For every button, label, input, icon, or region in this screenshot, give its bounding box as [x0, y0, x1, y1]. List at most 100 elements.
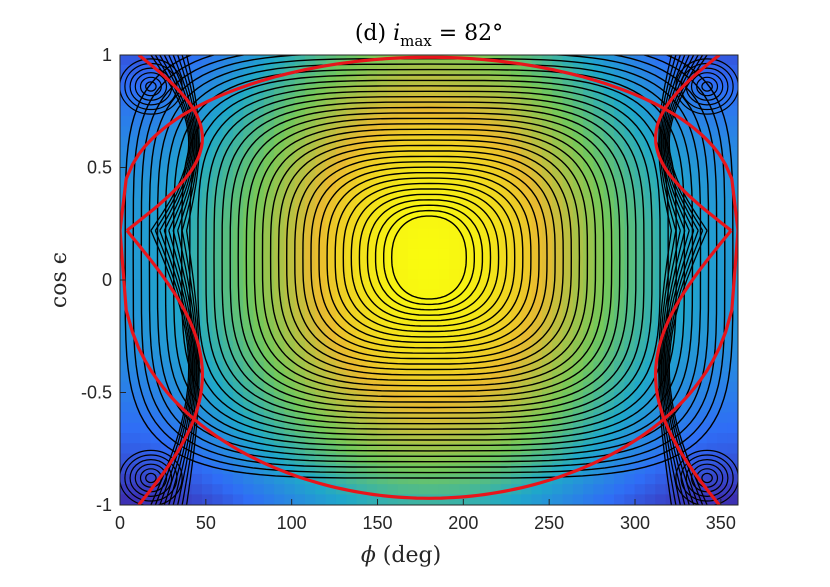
heat-cell — [232, 463, 244, 475]
heat-cell — [171, 412, 183, 424]
heat-cell — [644, 55, 656, 66]
heat-cell — [160, 218, 172, 230]
heat-cell — [593, 146, 605, 158]
heat-cell — [243, 289, 255, 301]
heat-cell — [284, 371, 296, 383]
heat-cell — [541, 494, 553, 505]
heat-cell — [727, 412, 738, 424]
heat-cell — [552, 146, 564, 158]
heat-cell — [459, 351, 471, 363]
heat-cell — [644, 351, 656, 363]
heat-cell — [356, 136, 368, 148]
heat-cell — [212, 412, 224, 424]
contour-line — [221, 101, 637, 414]
heat-cell — [181, 238, 193, 250]
contour-line — [145, 472, 157, 484]
heat-cell — [387, 320, 399, 332]
heat-cell — [562, 208, 574, 220]
heat-cell — [140, 187, 152, 199]
heat-cell — [480, 443, 492, 455]
heat-cell — [263, 85, 275, 97]
heat-cell — [686, 238, 698, 250]
heat-cell — [120, 340, 131, 352]
contour-line — [237, 112, 621, 403]
heat-cell — [500, 105, 512, 117]
heat-cell — [408, 177, 420, 189]
heat-cell — [418, 187, 430, 199]
heat-cell — [562, 75, 574, 87]
heat-cell — [294, 392, 306, 404]
heat-cell — [583, 269, 595, 281]
heat-cell — [346, 392, 358, 404]
heat-cell — [160, 146, 172, 158]
heat-cell — [624, 64, 636, 76]
heat-cell — [696, 167, 708, 179]
heat-cell — [191, 453, 203, 465]
heat-cell — [706, 340, 718, 352]
heat-cell — [521, 453, 533, 465]
heat-cell — [603, 392, 615, 404]
heat-cell — [675, 55, 687, 66]
heat-cell — [572, 248, 584, 260]
heat-cell — [315, 85, 327, 97]
heat-cell — [717, 289, 729, 301]
y-tick-label: 0.5 — [87, 158, 112, 178]
heat-cell — [675, 494, 687, 505]
heat-cell — [706, 392, 718, 404]
heat-cell — [531, 136, 543, 148]
heat-cell — [511, 146, 523, 158]
heat-cell — [140, 371, 152, 383]
heat-cell — [140, 381, 152, 393]
heat-cell — [274, 64, 286, 76]
heat-cell — [500, 433, 512, 445]
heat-cell — [346, 473, 358, 485]
heat-cell — [222, 453, 234, 465]
heat-cell — [572, 361, 584, 373]
heat-cell — [562, 105, 574, 117]
heat-cell — [603, 136, 615, 148]
heat-cell — [120, 361, 131, 373]
heat-cell — [634, 289, 646, 301]
heat-cell — [624, 300, 636, 312]
heat-cell — [655, 463, 667, 475]
heat-cell — [171, 177, 183, 189]
heat-cell — [397, 126, 409, 138]
heat-cell — [418, 208, 430, 220]
heat-cell — [160, 136, 172, 148]
heat-cell — [562, 310, 574, 322]
heat-cell — [665, 381, 677, 393]
contour-line — [701, 472, 713, 484]
heat-cell — [397, 136, 409, 148]
heat-cell — [243, 126, 255, 138]
heat-cell — [686, 136, 698, 148]
contour-line — [181, 230, 199, 505]
y-axis-label: cos ϵ — [47, 252, 72, 308]
heat-cell — [212, 351, 224, 363]
heat-cell — [150, 238, 162, 250]
heat-cell — [459, 443, 471, 455]
heat-cell — [129, 197, 141, 209]
heat-cell — [438, 197, 450, 209]
heat-cell — [531, 238, 543, 250]
heat-cell — [593, 494, 605, 505]
heat-cell — [490, 289, 502, 301]
heat-cell — [531, 55, 543, 66]
contour-line — [134, 72, 168, 101]
heat-cell — [366, 146, 378, 158]
heat-cell — [562, 55, 574, 66]
heat-cell — [418, 218, 430, 230]
heat-cell — [366, 126, 378, 138]
heat-cell — [387, 167, 399, 179]
heat-cell — [408, 473, 420, 485]
heat-cell — [377, 392, 389, 404]
contour-line — [132, 55, 726, 474]
heat-cell — [222, 228, 234, 240]
heat-cell — [305, 218, 317, 230]
heat-cell — [263, 361, 275, 373]
heat-cell — [593, 208, 605, 220]
heat-cell — [696, 126, 708, 138]
heat-cell — [531, 95, 543, 107]
heat-cell — [686, 433, 698, 445]
heat-cell — [459, 289, 471, 301]
heat-cell — [202, 494, 214, 505]
